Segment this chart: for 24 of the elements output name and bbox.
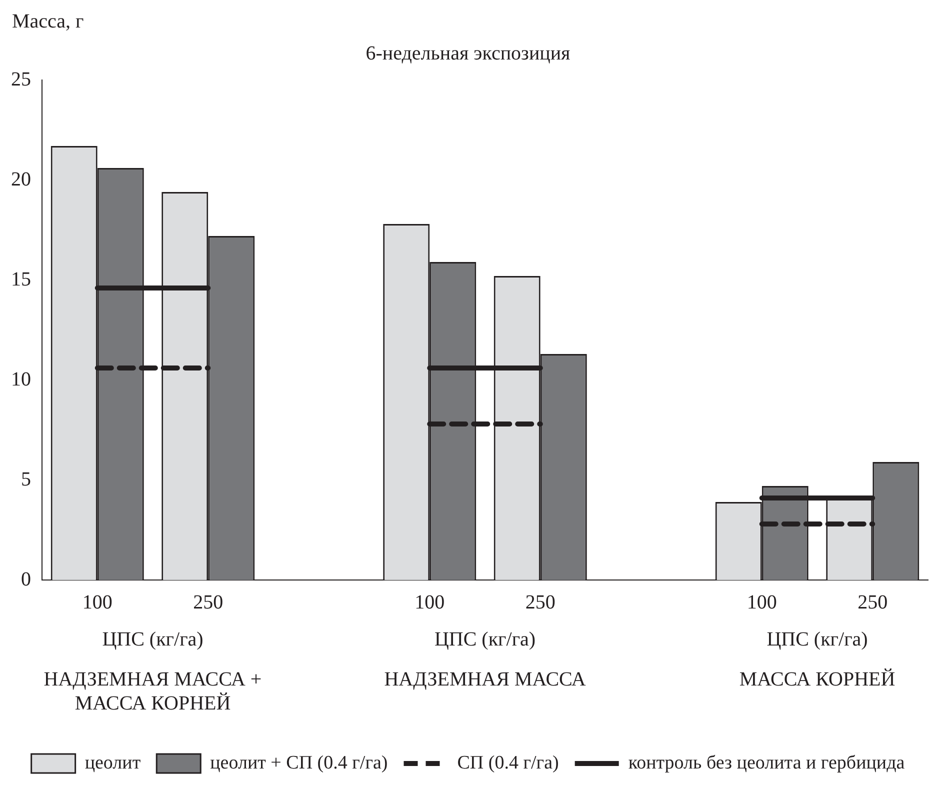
x-tick-label: 100 xyxy=(414,591,445,614)
legend-label: цеолит xyxy=(84,752,142,774)
legend-label: цеолит + СП (0.4 г/га) xyxy=(210,752,388,774)
text: НАДЗЕМНАЯ МАССА + МАССА КОРНЕЙ xyxy=(44,668,262,714)
x-tick-label: 100 xyxy=(82,591,112,614)
text: МАССА КОРНЕЙ xyxy=(739,668,896,690)
y-tick-label: 5 xyxy=(21,468,31,490)
legend-label: контроль без цеолита и гербицида xyxy=(628,752,906,774)
y-tick-label: 25 xyxy=(11,68,31,90)
text: ЦПС (кг/га) xyxy=(434,628,536,650)
x-tick-label: 250 xyxy=(193,591,224,614)
chart-title: 6-недельная экспозиция xyxy=(366,42,570,64)
y-axis-title: Масса, г xyxy=(12,10,84,32)
x-tick-label: 250 xyxy=(858,591,888,614)
x-tick-label: 250 xyxy=(525,591,556,614)
y-tick-label: 15 xyxy=(11,268,31,290)
text: НАДЗЕМНАЯ МАССА xyxy=(384,668,586,690)
y-tick-label: 10 xyxy=(11,368,31,390)
text: ЦПС (кг/га) xyxy=(102,628,204,650)
legend-label: СП (0.4 г/га) xyxy=(457,752,559,774)
x-tick-label: 100 xyxy=(746,591,777,614)
text: ЦПС (кг/га) xyxy=(766,628,868,650)
y-tick-label: 0 xyxy=(21,568,31,590)
y-tick-label: 20 xyxy=(11,168,31,190)
